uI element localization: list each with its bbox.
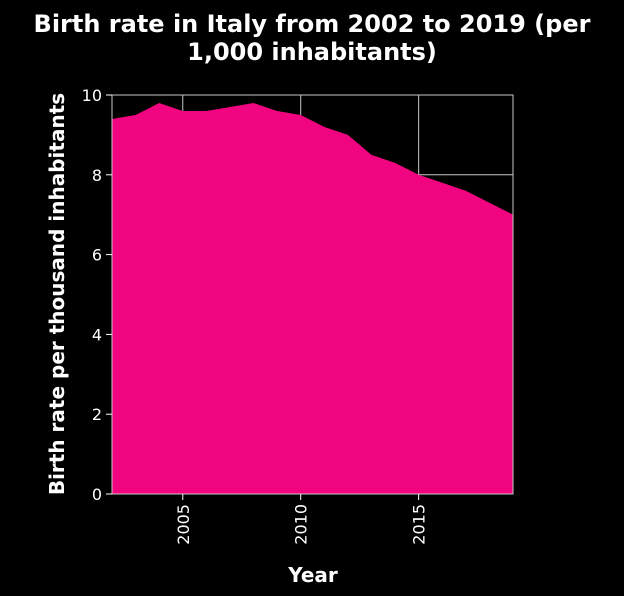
area-series bbox=[112, 102, 513, 494]
x-tick-label: 2015 bbox=[410, 504, 429, 545]
chart-title-line-2: 1,000 inhabitants) bbox=[187, 38, 437, 66]
y-tick-label: 6 bbox=[92, 246, 102, 265]
plot-area: 0 2 4 6 8 10 2005 2010 2015 bbox=[82, 86, 514, 545]
x-tick-label: 2010 bbox=[292, 504, 311, 545]
x-axis-label: Year bbox=[287, 563, 338, 587]
y-axis-label: Birth rate per thousand inhabitants bbox=[45, 93, 69, 495]
y-tick-label: 10 bbox=[82, 86, 102, 105]
plot-frame bbox=[111, 94, 514, 495]
y-tick-label: 2 bbox=[92, 405, 102, 424]
y-tick-label: 0 bbox=[92, 485, 102, 504]
x-tick-label: 2005 bbox=[174, 504, 193, 545]
chart-title-line-1: Birth rate in Italy from 2002 to 2019 (p… bbox=[34, 10, 591, 38]
y-tick-label: 8 bbox=[92, 166, 102, 185]
y-tick-label: 4 bbox=[92, 325, 102, 344]
